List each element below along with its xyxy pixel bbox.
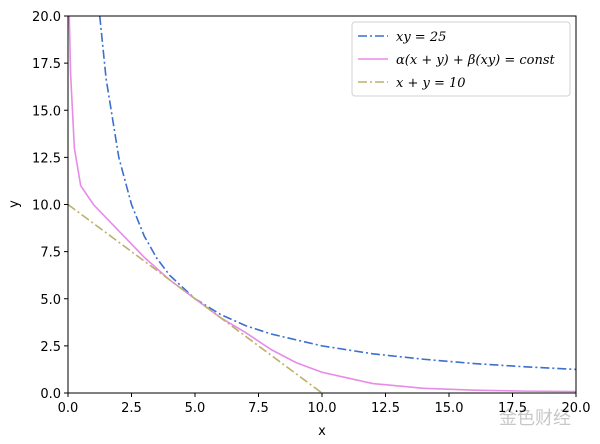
x-tick-label: 15.0 [435, 401, 464, 416]
x-tick-label: 7.5 [248, 401, 269, 416]
x-tick-label: 20.0 [562, 401, 591, 416]
y-axis-label: y [7, 200, 22, 208]
legend-label: xy = 25 [396, 30, 446, 45]
x-tick-label: 5.0 [185, 401, 206, 416]
legend-label: α(x + y) + β(xy) = const [396, 53, 556, 68]
x-tick-label: 12.5 [371, 401, 400, 416]
y-tick-label: 10.0 [32, 199, 61, 214]
series-line [68, 16, 576, 393]
y-tick-label: 15.0 [32, 104, 61, 119]
y-tick-label: 2.5 [40, 340, 61, 355]
x-axis-label: x [318, 424, 326, 439]
x-tick-label: 10.0 [308, 401, 337, 416]
y-tick-label: 20.0 [32, 10, 61, 25]
y-tick-label: 5.0 [40, 293, 61, 308]
series-line [68, 203, 323, 393]
y-tick-label: 17.5 [32, 57, 61, 72]
y-tick-label: 0.0 [40, 387, 61, 402]
watermark: 金色财经 [499, 408, 571, 429]
x-tick-label: 0.0 [58, 401, 79, 416]
plot-frame [67, 15, 577, 394]
legend-label: x + y = 10 [396, 76, 466, 91]
y-tick-label: 12.5 [32, 151, 61, 166]
x-tick-label: 2.5 [121, 401, 142, 416]
legend-box [351, 21, 571, 97]
plot-area [68, 16, 576, 393]
series-line [98, 16, 576, 371]
y-tick-label: 7.5 [40, 246, 61, 261]
x-tick-label: 17.5 [498, 401, 527, 416]
